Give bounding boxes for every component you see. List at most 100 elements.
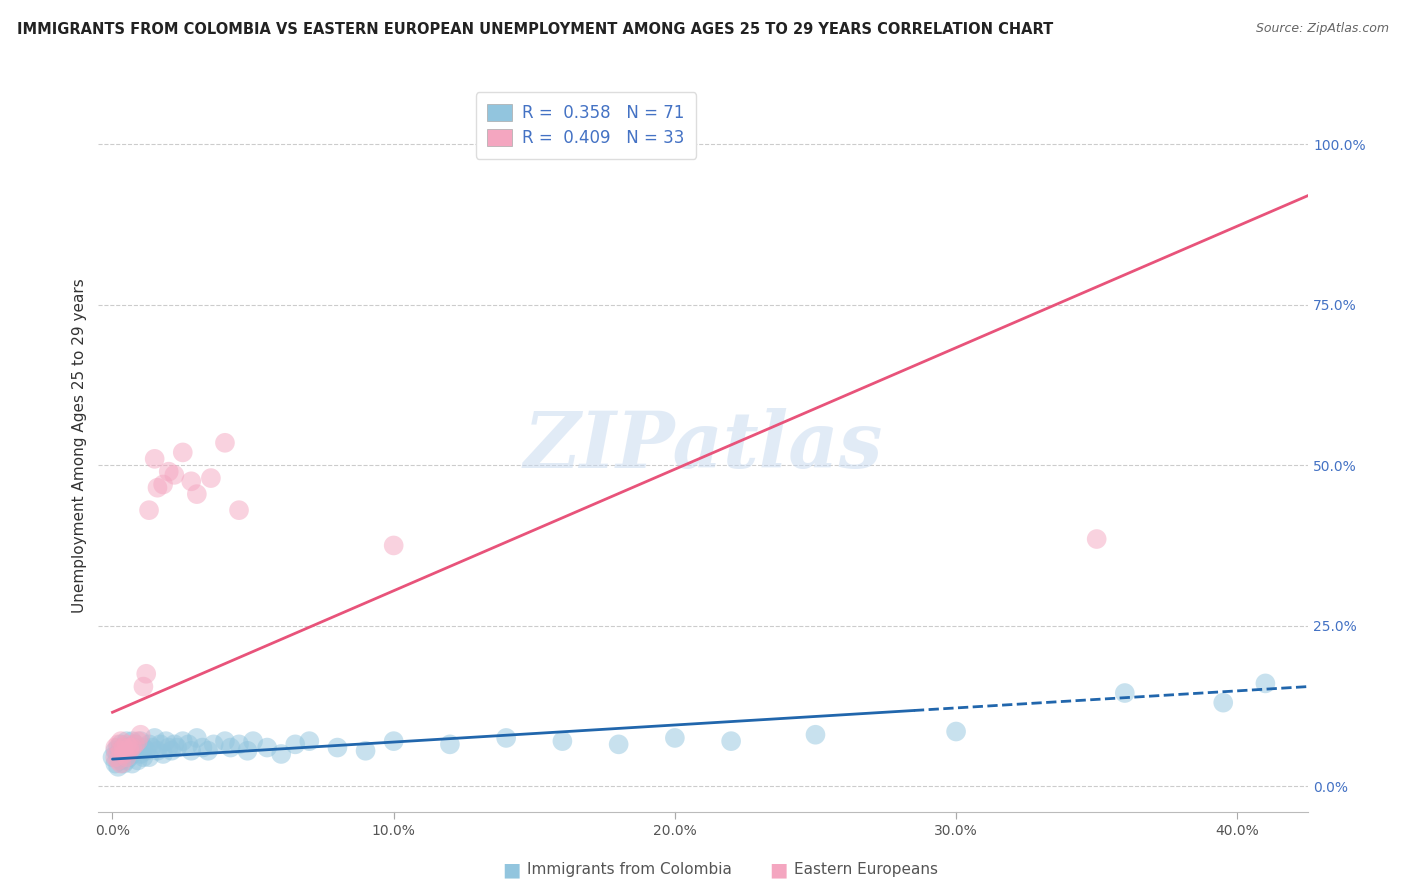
Point: [186, 487, 208, 501]
Point: [163, 737, 186, 751]
Point: [607, 737, 630, 751]
Point: [104, 750, 127, 764]
Y-axis label: Unemployment Among Ages 25 to 29 years: Unemployment Among Ages 25 to 29 years: [72, 278, 87, 614]
Point: [118, 744, 141, 758]
Point: [180, 744, 202, 758]
Point: [115, 744, 138, 758]
Point: [172, 734, 194, 748]
Point: [945, 724, 967, 739]
Point: [107, 737, 129, 751]
Point: [270, 747, 292, 761]
Point: [236, 744, 259, 758]
Point: [191, 740, 214, 755]
Point: [143, 731, 166, 745]
Point: [186, 731, 208, 745]
Legend: R =  0.358   N = 71, R =  0.409   N = 33: R = 0.358 N = 71, R = 0.409 N = 33: [475, 92, 696, 159]
Point: [166, 740, 188, 755]
Point: [121, 756, 143, 771]
Point: [157, 465, 180, 479]
Point: [112, 747, 135, 761]
Point: [112, 747, 135, 761]
Point: [104, 740, 127, 755]
Point: [121, 747, 143, 761]
Point: [112, 740, 135, 755]
Text: Immigrants from Colombia: Immigrants from Colombia: [527, 863, 733, 877]
Point: [135, 744, 157, 758]
Point: [118, 740, 141, 755]
Point: [228, 503, 250, 517]
Point: [146, 744, 169, 758]
Text: IMMIGRANTS FROM COLOMBIA VS EASTERN EUROPEAN UNEMPLOYMENT AMONG AGES 25 TO 29 YE: IMMIGRANTS FROM COLOMBIA VS EASTERN EURO…: [17, 22, 1053, 37]
Point: [118, 750, 141, 764]
Point: [115, 750, 138, 764]
Point: [200, 471, 222, 485]
Point: [214, 734, 236, 748]
Point: [129, 728, 152, 742]
Point: [804, 728, 827, 742]
Point: [242, 734, 264, 748]
Point: [107, 760, 129, 774]
Point: [720, 734, 742, 748]
Point: [115, 753, 138, 767]
Point: [110, 744, 132, 758]
Point: [228, 737, 250, 751]
Text: ZIPatlas: ZIPatlas: [523, 408, 883, 484]
Point: [115, 734, 138, 748]
Point: [326, 740, 349, 755]
Point: [197, 744, 219, 758]
Point: [110, 734, 132, 748]
Point: [495, 731, 517, 745]
Point: [124, 737, 146, 751]
Point: [124, 737, 146, 751]
Point: [110, 737, 132, 751]
Point: [157, 740, 180, 755]
Point: [138, 737, 160, 751]
Point: [127, 740, 149, 755]
Point: [214, 435, 236, 450]
Point: [202, 737, 225, 751]
Point: [219, 740, 242, 755]
Point: [101, 750, 124, 764]
Point: [132, 740, 155, 755]
Text: Eastern Europeans: Eastern Europeans: [794, 863, 938, 877]
Point: [298, 734, 321, 748]
Point: [143, 451, 166, 466]
Point: [1114, 686, 1136, 700]
Point: [112, 756, 135, 771]
Point: [135, 666, 157, 681]
Point: [104, 744, 127, 758]
Point: [141, 740, 163, 755]
Point: [107, 740, 129, 755]
Point: [132, 680, 155, 694]
Point: [107, 753, 129, 767]
Point: [1212, 696, 1234, 710]
Point: [177, 737, 200, 751]
Point: [439, 737, 461, 751]
Point: [127, 753, 149, 767]
Point: [160, 744, 183, 758]
Point: [121, 740, 143, 755]
Point: [152, 747, 174, 761]
Point: [107, 747, 129, 761]
Point: [354, 744, 377, 758]
Point: [127, 734, 149, 748]
Point: [1254, 676, 1277, 690]
Point: [256, 740, 278, 755]
Text: ■: ■: [502, 860, 520, 880]
Point: [284, 737, 307, 751]
Point: [382, 538, 405, 552]
Text: Source: ZipAtlas.com: Source: ZipAtlas.com: [1256, 22, 1389, 36]
Point: [132, 750, 155, 764]
Point: [112, 740, 135, 755]
Point: [121, 734, 143, 748]
Text: ■: ■: [769, 860, 787, 880]
Point: [152, 477, 174, 491]
Point: [115, 737, 138, 751]
Point: [149, 737, 172, 751]
Point: [129, 747, 152, 761]
Point: [172, 445, 194, 459]
Point: [138, 503, 160, 517]
Point: [129, 734, 152, 748]
Point: [138, 750, 160, 764]
Point: [664, 731, 686, 745]
